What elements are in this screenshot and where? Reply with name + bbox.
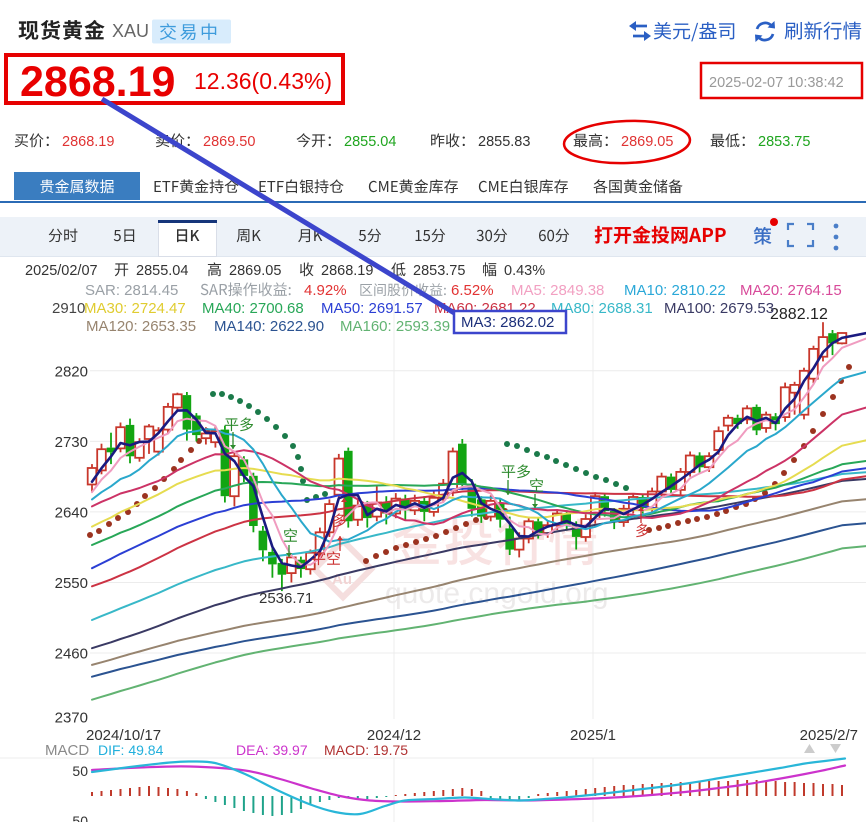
svg-text:SAR: 2814.45: SAR: 2814.45	[85, 282, 178, 299]
svg-text:2370: 2370	[55, 710, 88, 727]
svg-text:2869.05: 2869.05	[621, 134, 673, 150]
svg-text:2025/2/7: 2025/2/7	[800, 727, 858, 744]
svg-text:MA80: 2688.31: MA80: 2688.31	[551, 300, 653, 317]
svg-text:2910: 2910	[52, 300, 85, 317]
svg-text:2025/02/07: 2025/02/07	[25, 263, 98, 279]
svg-text:2550: 2550	[55, 575, 88, 592]
svg-text:DIF: 49.84: DIF: 49.84	[98, 742, 164, 758]
svg-text:12.36(0.43%): 12.36(0.43%)	[194, 68, 332, 94]
svg-text:MA50: 2691.57: MA50: 2691.57	[321, 300, 423, 317]
svg-text:MA20: 2764.15: MA20: 2764.15	[740, 282, 842, 299]
svg-text:2460: 2460	[55, 646, 88, 663]
svg-text:MA40: 2700.68: MA40: 2700.68	[202, 300, 304, 317]
svg-text:MA3: 2862.02: MA3: 2862.02	[461, 314, 554, 331]
svg-text:2025-02-07 10:38:42: 2025-02-07 10:38:42	[709, 75, 844, 91]
svg-text:2855.83: 2855.83	[478, 134, 530, 150]
svg-text:2536.71: 2536.71	[259, 590, 313, 607]
svg-text:2025/1: 2025/1	[570, 727, 616, 744]
svg-text:6.52%: 6.52%	[451, 282, 494, 299]
svg-text:2853.75: 2853.75	[758, 134, 810, 150]
svg-text:2855.04: 2855.04	[136, 263, 188, 279]
svg-text:2855.04: 2855.04	[344, 134, 396, 150]
svg-text:2869.05: 2869.05	[229, 263, 281, 279]
svg-text:MACD: MACD	[45, 742, 89, 759]
svg-text:MA5: 2849.38: MA5: 2849.38	[511, 282, 604, 299]
svg-text:MACD: 19.75: MACD: 19.75	[324, 742, 408, 758]
svg-text:MA120: 2653.35: MA120: 2653.35	[86, 318, 196, 335]
svg-text:MA140: 2622.90: MA140: 2622.90	[214, 318, 324, 335]
svg-text:2868.19: 2868.19	[321, 263, 373, 279]
svg-text:2640: 2640	[55, 504, 88, 521]
svg-text:2868.19: 2868.19	[62, 134, 114, 150]
svg-text:MA100: 2679.53: MA100: 2679.53	[664, 300, 774, 317]
svg-text:2869.50: 2869.50	[203, 134, 255, 150]
svg-text:2820: 2820	[55, 363, 88, 380]
svg-text:MA10: 2810.22: MA10: 2810.22	[624, 282, 726, 299]
svg-text:4.92%: 4.92%	[304, 282, 347, 299]
svg-text:2024/12: 2024/12	[367, 727, 421, 744]
svg-text:XAU: XAU	[112, 21, 149, 41]
svg-text:MA30: 2724.47: MA30: 2724.47	[84, 300, 186, 317]
svg-text:50: 50	[72, 813, 88, 822]
svg-text:2882.12: 2882.12	[770, 306, 828, 323]
svg-text:2730: 2730	[55, 434, 88, 451]
svg-text:MA160: 2593.39: MA160: 2593.39	[340, 318, 450, 335]
svg-text:DEA: 39.97: DEA: 39.97	[236, 742, 308, 758]
svg-text:2024/10/17: 2024/10/17	[86, 727, 161, 744]
svg-text:50: 50	[72, 763, 88, 779]
svg-text:0.43%: 0.43%	[504, 263, 545, 279]
svg-text:2853.75: 2853.75	[413, 263, 465, 279]
svg-text:quote.cngold.org: quote.cngold.org	[385, 577, 609, 610]
svg-text:2868.19: 2868.19	[20, 58, 175, 106]
